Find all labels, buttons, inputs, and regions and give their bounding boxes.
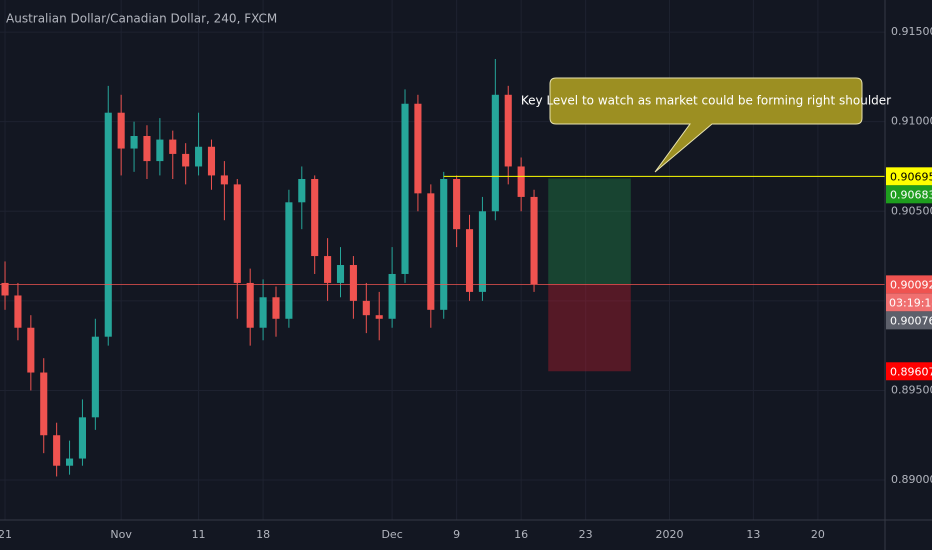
candle-body xyxy=(530,196,538,285)
price-label-box xyxy=(886,362,932,381)
candle-body xyxy=(233,184,241,283)
candle-body xyxy=(324,256,332,283)
price-label-box xyxy=(886,167,932,186)
price-label: 0.89607 xyxy=(890,365,932,378)
candle-body xyxy=(285,202,293,319)
candle-body xyxy=(440,179,448,310)
x-tick-label: 18 xyxy=(256,528,270,541)
candle-body xyxy=(349,265,357,301)
chart-title: Australian Dollar/Canadian Dollar, 240, … xyxy=(6,12,277,26)
price-label: 0.90076 xyxy=(890,314,932,327)
overlay xyxy=(0,175,885,285)
y-tick-label: 0.89500 xyxy=(891,383,932,396)
axes: 21 Nov 11 18 Dec 9 16 23 2020 13 20 0.91500 0.91000 0… xyxy=(0,25,932,541)
x-tick-label: 20 xyxy=(811,528,825,541)
candle-body xyxy=(246,282,254,328)
y-tick-label: 0.90500 xyxy=(891,204,932,217)
x-tick-label: 16 xyxy=(514,528,528,541)
candle-body xyxy=(427,193,435,310)
candle-body xyxy=(143,136,151,162)
candle-body xyxy=(465,229,474,292)
candle-body xyxy=(453,179,461,230)
candle-body xyxy=(104,112,112,337)
candle-body xyxy=(195,146,203,167)
x-tick-label: 11 xyxy=(192,528,206,541)
price-label-box xyxy=(886,275,932,294)
candle-body xyxy=(491,94,499,212)
y-tick-label: 0.91000 xyxy=(891,115,932,128)
annotation: Key Level to watch as market could be fo… xyxy=(521,77,891,173)
y-tick-label: 0.89000 xyxy=(891,473,932,486)
candle-body xyxy=(220,175,228,185)
candle-body xyxy=(272,297,280,319)
candle-body xyxy=(65,458,74,466)
candle-body xyxy=(40,372,48,436)
countdown: 03:19:14 xyxy=(889,296,932,309)
candle-body xyxy=(414,103,422,194)
price-label-box xyxy=(886,185,932,204)
candle-body xyxy=(311,179,319,257)
x-tick-label: 13 xyxy=(746,528,760,541)
price-label: 0.90092 xyxy=(890,278,932,291)
candle-body xyxy=(504,94,512,167)
candle-body xyxy=(130,136,138,149)
candle-body xyxy=(1,282,9,296)
candle-body xyxy=(259,297,267,328)
price-label: 0.90683 xyxy=(890,188,932,201)
countdown-box xyxy=(886,293,932,312)
price-label-box xyxy=(886,311,932,330)
annotation-text: Key Level to watch as market could be fo… xyxy=(521,94,891,108)
candle-body xyxy=(182,153,190,167)
candle-body xyxy=(298,179,306,203)
candle-body xyxy=(478,211,486,292)
candle-body xyxy=(156,139,164,162)
candle-body xyxy=(53,435,61,466)
candle-body xyxy=(78,417,86,459)
candle-body xyxy=(375,315,383,319)
candle-body xyxy=(91,336,99,418)
candle-body xyxy=(169,139,177,154)
position-loss-zone xyxy=(548,284,631,372)
position-tool xyxy=(548,178,631,372)
candle-body xyxy=(362,300,370,316)
candle-body xyxy=(401,103,409,274)
annotation-callout xyxy=(549,77,863,173)
candle-body xyxy=(27,327,35,373)
candle-body xyxy=(117,112,125,149)
x-tick-label: 2020 xyxy=(656,528,684,541)
candle-body xyxy=(336,265,345,283)
candle-body xyxy=(517,166,525,197)
x-tick-label: 9 xyxy=(453,528,460,541)
x-tick-label: Dec xyxy=(381,528,402,541)
x-tick-label: Nov xyxy=(110,528,132,541)
price-label: 0.90695 xyxy=(890,170,932,183)
candle-body xyxy=(14,295,22,328)
x-tick-label: 21 xyxy=(0,528,12,541)
x-tick-label: 23 xyxy=(579,528,593,541)
position-profit-zone xyxy=(548,178,631,285)
candles xyxy=(1,58,538,477)
y-tick-label: 0.91500 xyxy=(891,25,932,38)
candle-body xyxy=(388,273,396,319)
candle-body xyxy=(207,146,216,176)
